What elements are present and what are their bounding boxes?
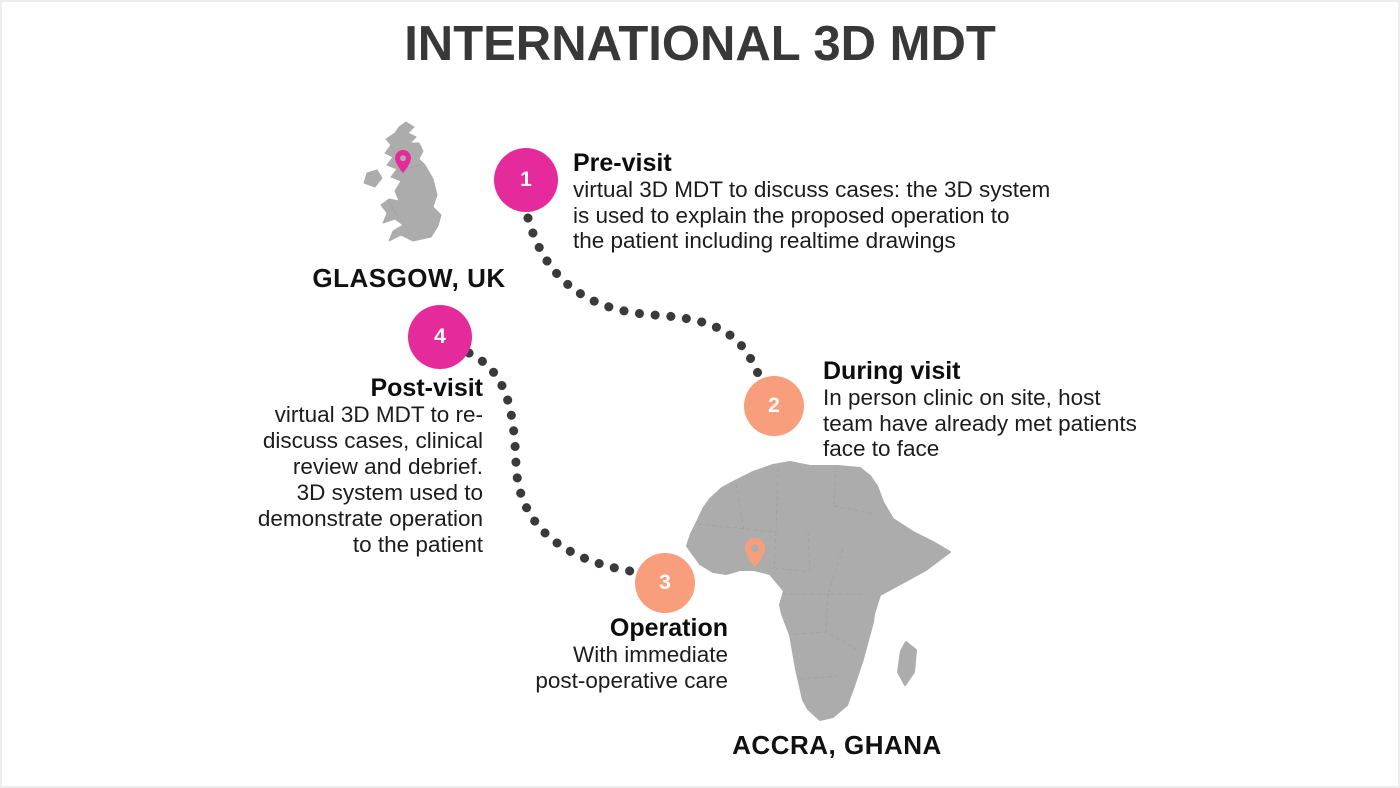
dotted-connector-1-2	[523, 213, 764, 381]
step-2-number: 2	[768, 394, 780, 417]
step-1-heading: Pre-visit	[573, 149, 672, 177]
step-1-text: Pre-visit virtual 3D MDT to discuss case…	[573, 149, 1153, 254]
great-britain-shape	[380, 121, 442, 242]
origin-label: GLASGOW, UK	[312, 263, 506, 293]
africa-shape	[686, 461, 951, 721]
madagascar-shape	[897, 641, 917, 686]
step-2-line: In person clinic on site, host	[823, 385, 1101, 410]
step-4-heading: Post-visit	[370, 374, 483, 402]
step-4-line: 3D system used to	[296, 480, 483, 505]
step-3-line: post-operative care	[535, 668, 728, 693]
step-4-marker: 4	[408, 305, 472, 369]
northern-ireland-shape	[363, 169, 383, 188]
location-pin-icon	[745, 538, 765, 567]
step-2-line: team have already met patients	[823, 410, 1137, 436]
africa-map	[686, 461, 951, 721]
step-2-text: During visit In person clinic on site, h…	[823, 357, 1243, 462]
step-1-line: the patient including realtime drawings	[573, 228, 956, 253]
step-4-line: review and debrief.	[292, 454, 483, 479]
step-3-text: Operation With immediate post-operative …	[428, 614, 728, 694]
step-3-marker: 3	[635, 553, 695, 613]
step-1-number: 1	[520, 168, 532, 191]
step-1-marker: 1	[494, 148, 558, 212]
step-4-line: demonstrate operation	[257, 506, 483, 531]
step-4-text: Post-visit virtual 3D MDT to re- discuss…	[143, 374, 483, 558]
step-4-number: 4	[434, 325, 446, 348]
dotted-connector-4-3	[464, 348, 641, 577]
step-3-line: With immediate	[572, 642, 728, 667]
step-1-line: is used to explain the proposed operatio…	[573, 202, 1010, 228]
destination-label: ACCRA, GHANA	[732, 730, 942, 760]
step-4-line: virtual 3D MDT to re-	[274, 402, 483, 427]
step-4-line: discuss cases, clinical	[262, 428, 483, 453]
step-3-number: 3	[659, 571, 671, 594]
step-3-heading: Operation	[609, 614, 728, 642]
step-2-marker: 2	[744, 376, 804, 436]
step-2-heading: During visit	[823, 357, 961, 385]
step-4-line: to the patient	[352, 532, 483, 557]
step-1-line: virtual 3D MDT to discuss cases: the 3D …	[573, 177, 1051, 202]
location-pin-icon	[395, 150, 411, 173]
africa-internal-borders	[697, 466, 875, 680]
step-2-line: face to face	[823, 436, 940, 461]
uk-map	[363, 121, 442, 242]
page-title: INTERNATIONAL 3D MDT	[404, 17, 996, 71]
